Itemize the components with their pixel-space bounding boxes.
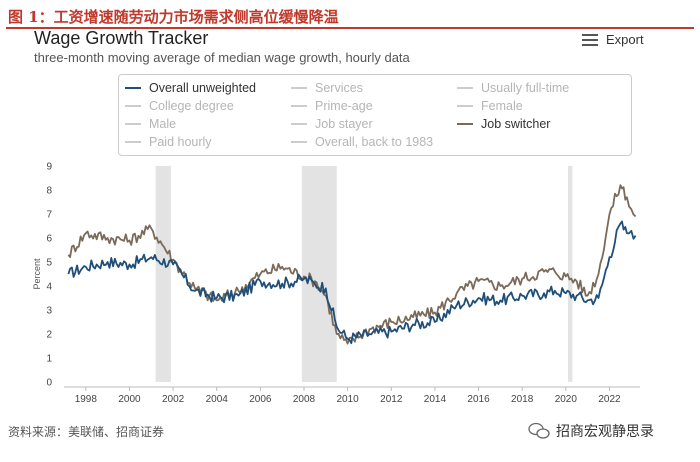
legend-item-services[interactable]: Services: [291, 81, 363, 95]
legend-label: Overall unweighted: [149, 81, 257, 95]
legend-swatch: [125, 123, 141, 125]
y-tick-label: 3: [46, 306, 52, 317]
legend-swatch: [457, 123, 473, 125]
legend-item-overall-unweighted[interactable]: Overall unweighted: [125, 81, 256, 95]
y-tick-label: 8: [46, 186, 52, 197]
brand-text: 招商宏观静思录: [556, 424, 654, 440]
wechat-icon: [528, 422, 550, 439]
export-label: Export: [606, 32, 644, 47]
legend-swatch: [291, 141, 307, 143]
export-button[interactable]: Export: [582, 32, 644, 47]
legend-label: Male: [149, 117, 177, 131]
series-line-job-switcher: [67, 184, 637, 345]
legend-swatch: [291, 105, 307, 107]
legend-swatch: [125, 141, 141, 143]
source-note: 资料来源：美联储、招商证券: [8, 425, 165, 439]
legend-swatch: [291, 123, 307, 125]
legend-label: College degree: [149, 99, 234, 113]
x-tick-label: 2014: [424, 394, 447, 405]
legend-swatch: [291, 87, 307, 89]
legend-label: Usually full-time: [481, 81, 570, 95]
legend-item-prime-age[interactable]: Prime-age: [291, 99, 373, 113]
figure-title: 图 1：工资增速随劳动力市场需求侧高位缓慢降温: [8, 8, 339, 26]
legend-label: Overall, back to 1983: [315, 135, 434, 149]
legend-item-male[interactable]: Male: [125, 117, 176, 131]
x-tick-label: 2012: [380, 394, 403, 405]
legend-swatch: [457, 105, 473, 107]
brand-watermark: 招商宏观静思录: [528, 421, 654, 441]
x-tick-label: 2008: [293, 394, 316, 405]
x-tick-label: 2000: [118, 394, 141, 405]
y-tick-label: 9: [46, 162, 52, 173]
legend-item-female[interactable]: Female: [457, 99, 523, 113]
x-tick-label: 2006: [249, 394, 272, 405]
menu-icon: [582, 33, 598, 46]
x-tick-label: 1998: [75, 394, 98, 405]
legend-item-usually-full-time[interactable]: Usually full-time: [457, 81, 569, 95]
x-tick-label: 2022: [598, 394, 621, 405]
legend-item-job-stayer[interactable]: Job stayer: [291, 117, 373, 131]
legend-item-paid-hourly[interactable]: Paid hourly: [125, 135, 212, 149]
y-tick-label: 6: [46, 234, 52, 245]
series-line-overall-unweighted: [67, 220, 637, 345]
recession-band: [301, 166, 337, 382]
legend-label: Services: [315, 81, 363, 95]
legend-label: Job stayer: [315, 117, 373, 131]
x-tick-label: 2010: [337, 394, 360, 405]
x-tick-label: 2018: [511, 394, 534, 405]
legend-label: Female: [481, 99, 523, 113]
y-tick-label: 7: [46, 210, 52, 221]
figure-title-rule: [6, 27, 694, 29]
x-tick-label: 2016: [467, 394, 490, 405]
y-tick-label: 1: [46, 354, 52, 365]
x-tick-label: 2004: [206, 394, 229, 405]
recession-band: [155, 166, 171, 382]
legend-label: Paid hourly: [149, 135, 212, 149]
x-tick-label: 2020: [555, 394, 578, 405]
legend-item-overall-back-to-1983[interactable]: Overall, back to 1983: [291, 135, 433, 149]
legend-swatch: [125, 87, 141, 89]
y-tick-label: 0: [46, 378, 52, 389]
legend-label: Job switcher: [481, 117, 551, 131]
y-tick-label: 4: [46, 282, 52, 293]
y-tick-label: 5: [46, 258, 52, 269]
chart-legend: Overall unweighted Services Usually full…: [118, 74, 632, 156]
legend-item-job-switcher[interactable]: Job switcher: [457, 117, 550, 131]
chart-title: Wage Growth Tracker: [34, 28, 209, 48]
legend-item-college-degree[interactable]: College degree: [125, 99, 234, 113]
x-tick-label: 2002: [162, 394, 185, 405]
legend-label: Prime-age: [315, 99, 373, 113]
legend-swatch: [457, 87, 473, 89]
legend-swatch: [125, 105, 141, 107]
y-axis-label: Percent: [32, 258, 42, 290]
recession-band: [568, 166, 573, 382]
y-tick-label: 2: [46, 330, 52, 341]
chart-subtitle: three-month moving average of median wag…: [34, 50, 410, 65]
